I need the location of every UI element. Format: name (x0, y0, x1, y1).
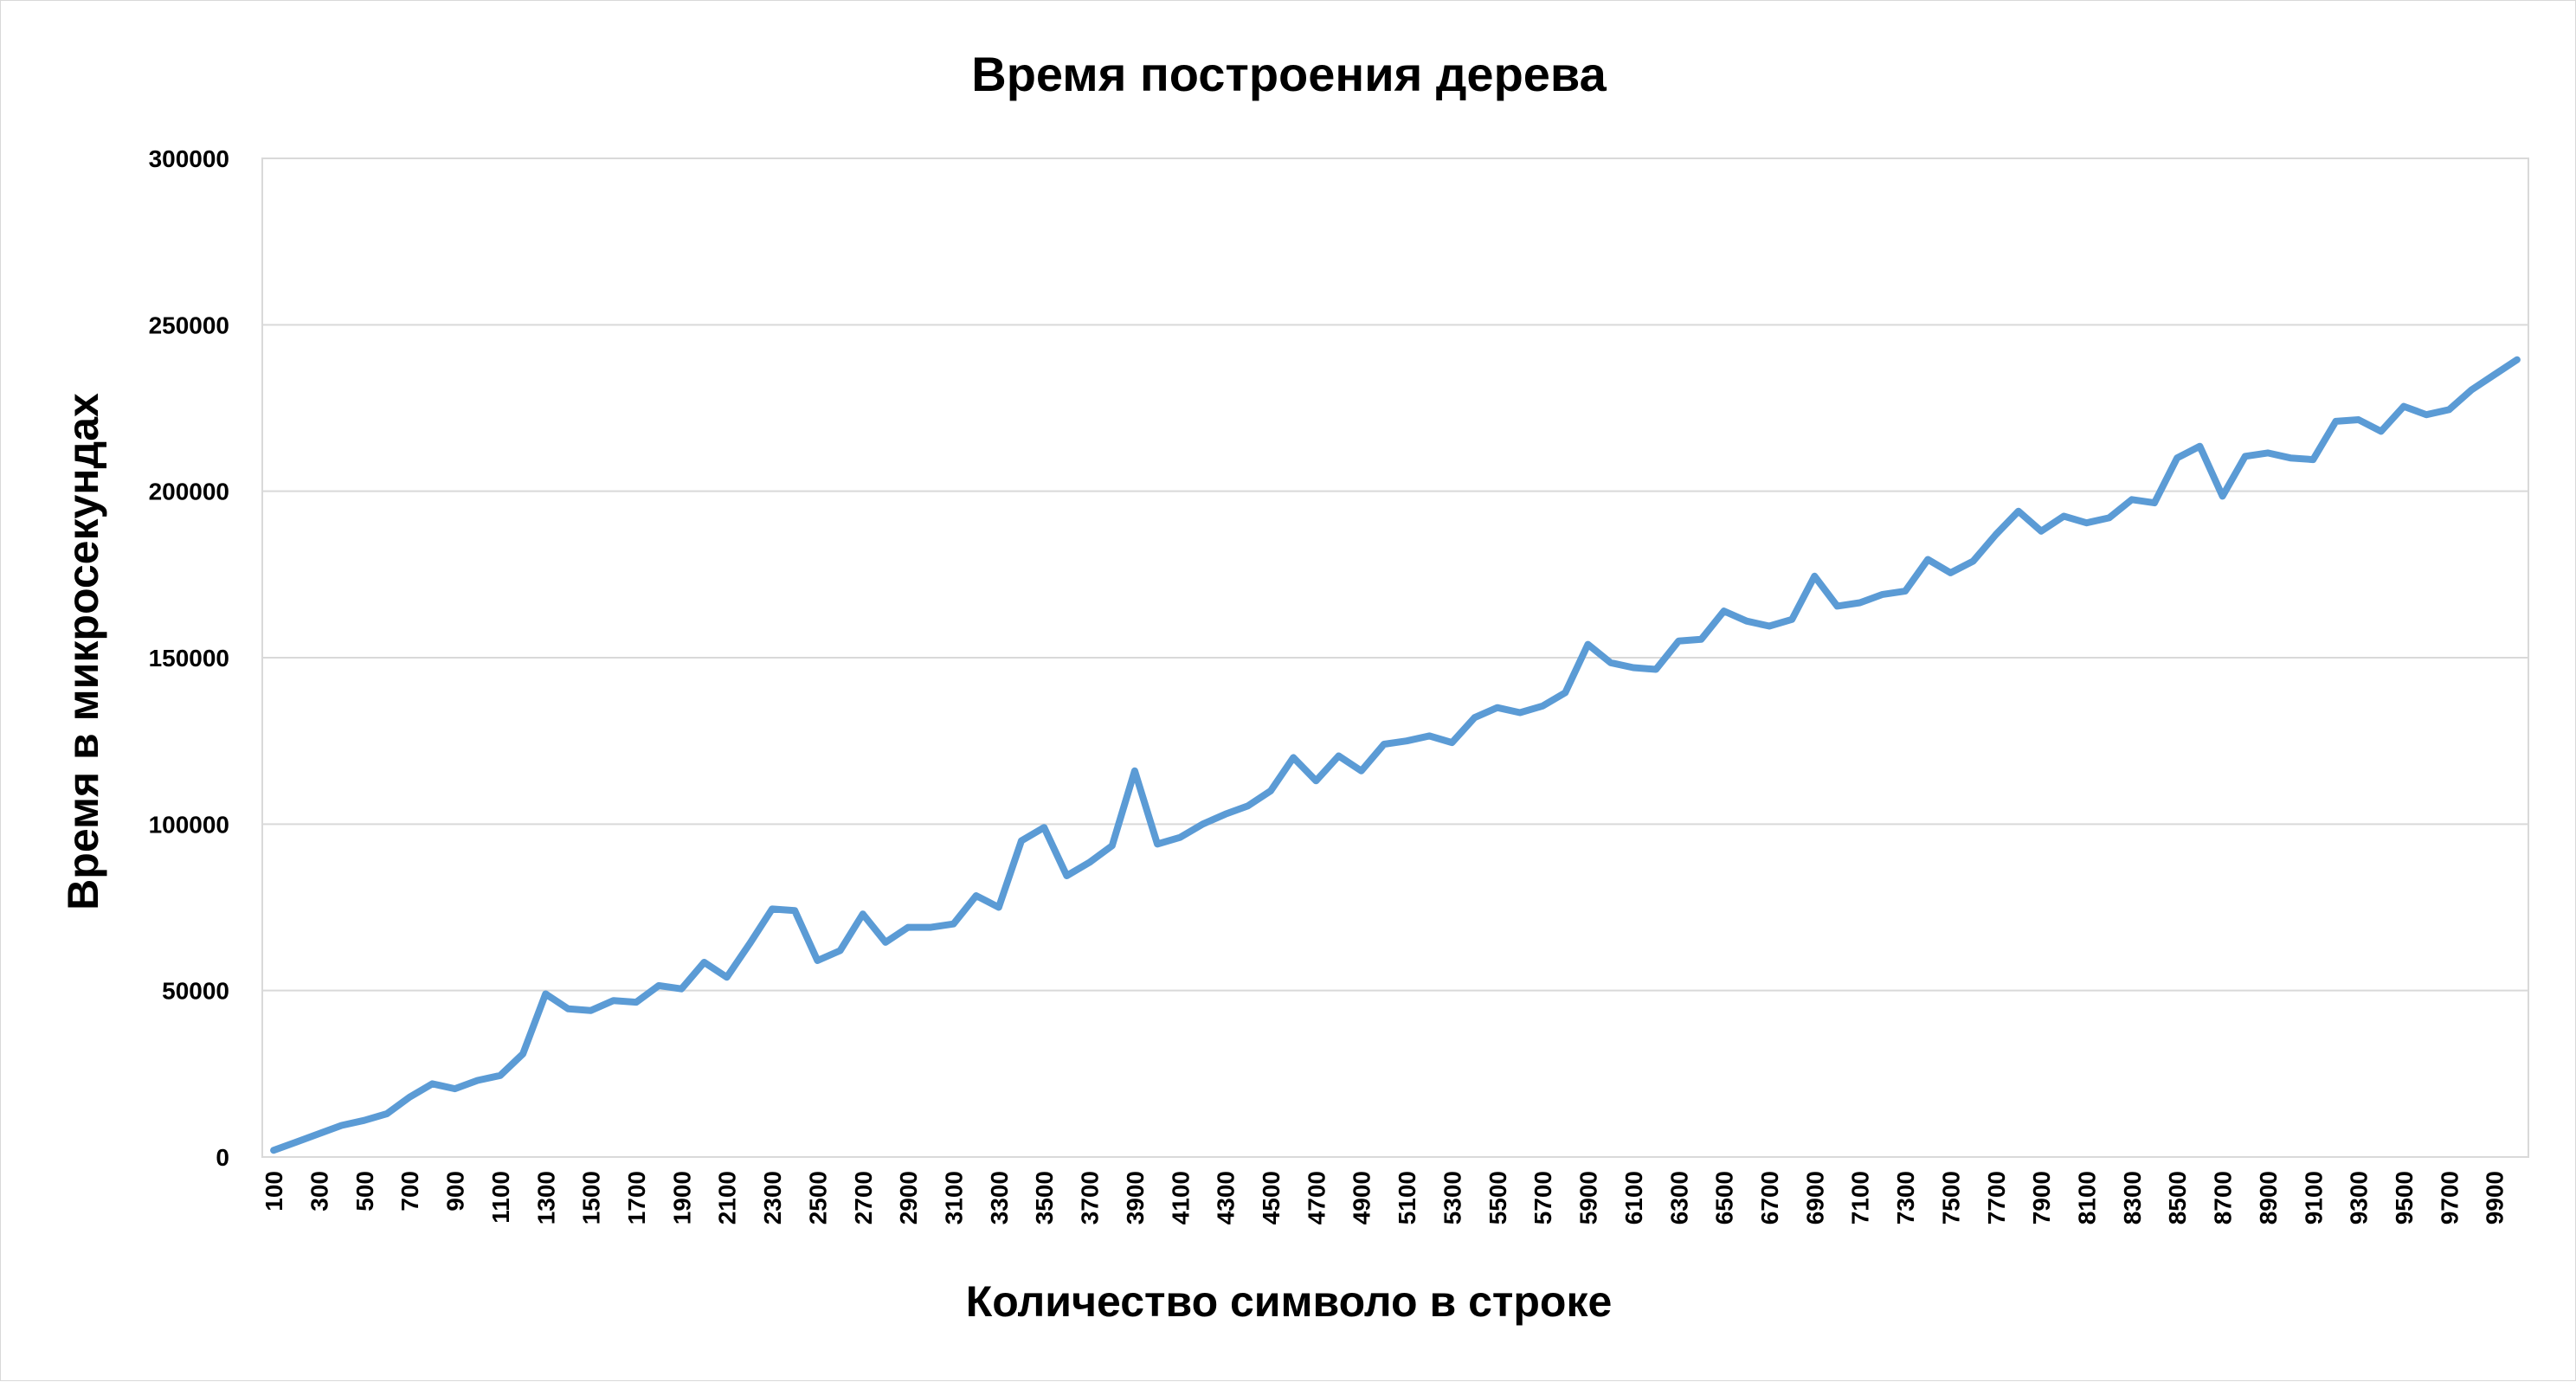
x-tick-label: 5900 (1575, 1171, 1602, 1225)
x-tick-label: 3300 (986, 1171, 1013, 1225)
y-axis-tick-labels: 0 50000 100000 150000 200000 250000 300000 (149, 145, 229, 1171)
x-tick-label: 2100 (714, 1171, 741, 1225)
x-tick-label: 8500 (2164, 1171, 2191, 1225)
x-tick-label: 9100 (2300, 1171, 2327, 1225)
x-tick-label: 1300 (532, 1171, 559, 1225)
x-tick-label: 1100 (487, 1171, 514, 1224)
y-tick-label: 300000 (149, 145, 229, 172)
x-tick-label: 2900 (895, 1171, 922, 1225)
x-tick-label: 4100 (1167, 1171, 1194, 1225)
series-line (270, 356, 2521, 1154)
x-tick-label: 3900 (1122, 1171, 1149, 1225)
x-axis-title: Количество символо в строке (966, 1277, 1613, 1326)
x-tick-label: 9900 (2482, 1171, 2508, 1225)
x-tick-label: 3700 (1077, 1171, 1104, 1225)
x-tick-label: 5300 (1439, 1171, 1465, 1225)
x-tick-label: 4900 (1349, 1171, 1375, 1225)
x-tick-label: 6500 (1711, 1171, 1738, 1225)
x-tick-label: 2300 (759, 1171, 786, 1225)
x-tick-label: 7100 (1847, 1171, 1874, 1225)
x-tick-label: 300 (306, 1171, 332, 1212)
y-tick-label: 200000 (149, 479, 229, 505)
x-tick-label: 6300 (1665, 1171, 1692, 1225)
y-tick-label: 100000 (149, 811, 229, 838)
x-tick-label: 7700 (1983, 1171, 2010, 1225)
x-tick-label: 6900 (1801, 1171, 1828, 1225)
y-tick-label: 250000 (149, 312, 229, 338)
x-tick-label: 4500 (1258, 1171, 1285, 1225)
x-tick-label: 7900 (2028, 1171, 2055, 1225)
x-tick-label: 6700 (1756, 1171, 1783, 1225)
series-group (270, 356, 2521, 1154)
y-tick-label: 50000 (162, 978, 229, 1005)
x-tick-label: 3100 (940, 1171, 967, 1225)
x-tick-label: 9300 (2346, 1171, 2373, 1225)
x-tick-label: 4300 (1213, 1171, 1240, 1225)
x-axis-tick-labels: 100 300 500 700 900 1100 1300 1500 1700 1900 2100 2… (261, 1171, 2508, 1225)
x-tick-label: 5500 (1484, 1171, 1511, 1225)
x-tick-label: 8300 (2119, 1171, 2146, 1225)
x-tick-label: 1700 (623, 1171, 650, 1225)
x-tick-label: 2500 (804, 1171, 831, 1225)
gridlines (261, 157, 2529, 1158)
x-tick-label: 2700 (850, 1171, 877, 1225)
x-tick-label: 900 (442, 1171, 469, 1212)
x-tick-label: 7300 (1892, 1171, 1919, 1225)
y-axis-title: Время в микросекундах (59, 393, 107, 910)
x-tick-label: 100 (261, 1171, 287, 1212)
x-tick-label: 5100 (1394, 1171, 1420, 1225)
x-tick-label: 8900 (2255, 1171, 2282, 1225)
x-tick-label: 8100 (2073, 1171, 2100, 1225)
x-tick-label: 6100 (1620, 1171, 1647, 1225)
x-tick-label: 3500 (1031, 1171, 1058, 1225)
chart-title: Время построения дерева (971, 47, 1607, 101)
y-tick-label: 0 (216, 1144, 229, 1171)
x-tick-label: 9700 (2436, 1171, 2463, 1225)
x-tick-label: 5700 (1530, 1171, 1556, 1225)
x-tick-label: 500 (351, 1171, 378, 1212)
y-tick-label: 150000 (149, 645, 229, 672)
x-tick-label: 4700 (1303, 1171, 1330, 1225)
x-tick-label: 1900 (668, 1171, 695, 1225)
x-tick-label: 7500 (1937, 1171, 1964, 1225)
x-tick-label: 1500 (578, 1171, 605, 1225)
x-tick-label: 8700 (2210, 1171, 2237, 1225)
x-tick-label: 9500 (2391, 1171, 2418, 1225)
plot-area (261, 157, 2529, 1158)
x-tick-label: 700 (396, 1171, 423, 1212)
